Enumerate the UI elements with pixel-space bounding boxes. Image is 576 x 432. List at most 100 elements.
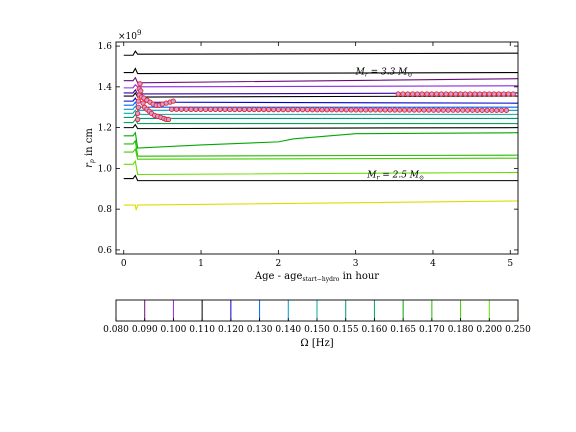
series-line-0 [123, 50, 519, 56]
marker-point-65 [338, 107, 345, 113]
marker-point-99 [503, 107, 510, 113]
marker-point-7 [138, 88, 144, 94]
y-tick-label: 1.0 [98, 164, 113, 174]
marker-point-111 [448, 91, 454, 97]
marker-point-96 [489, 107, 495, 113]
y-tick-label: 1.4 [98, 83, 113, 93]
marker-point-55 [290, 106, 296, 113]
marker-point-74 [382, 107, 388, 113]
series-line-4 [123, 88, 519, 95]
series-line-9 [123, 109, 518, 115]
marker-point-109 [438, 91, 444, 97]
marker-layer [134, 81, 516, 123]
marker-point-29 [170, 98, 176, 104]
marker-point-113 [457, 91, 464, 97]
marker-point-82 [421, 107, 427, 113]
colorbar-tick-label: 0.080 [103, 325, 129, 335]
marker-point-32 [178, 106, 185, 112]
main-plot-frame [115, 41, 519, 255]
marker-point-86 [440, 107, 446, 113]
marker-point-104 [414, 91, 420, 97]
series-line-13 [123, 131, 519, 149]
marker-point-47 [251, 106, 257, 113]
marker-point-87 [445, 107, 451, 113]
marker-point-56 [295, 107, 301, 113]
marker-point-62 [324, 107, 330, 113]
marker-point-107 [429, 91, 435, 97]
series-line-1 [123, 67, 519, 75]
colorbar-tick-label: 0.250 [505, 325, 531, 335]
marker-point-36 [198, 106, 204, 113]
marker-point-41 [222, 106, 228, 113]
series-line-3 [123, 84, 519, 89]
mass-annotation-1: Mr = 2.5 M⊙ [366, 171, 424, 182]
series-line-2 [123, 76, 519, 84]
series-line-16 [123, 159, 519, 176]
colorbar-tick-label: 0.165 [390, 325, 416, 335]
marker-point-123 [505, 91, 512, 97]
series-layer [123, 50, 519, 211]
marker-point-45 [241, 106, 248, 113]
marker-point-118 [481, 91, 488, 97]
series-line-15 [123, 147, 519, 160]
series-line-17 [123, 174, 518, 182]
marker-point-0 [134, 116, 141, 123]
marker-point-72 [372, 107, 379, 113]
marker-point-31 [173, 106, 180, 112]
marker-point-71 [367, 107, 374, 113]
series-line-18 [123, 200, 519, 211]
x-axis-ticks: 0 1 2 3 4 5 [121, 42, 513, 269]
series-line-11 [123, 118, 518, 125]
marker-point-33 [183, 106, 189, 112]
marker-point-64 [333, 107, 340, 113]
marker-point-84 [430, 107, 437, 113]
y-tick-label: 1.6 [98, 42, 113, 52]
marker-point-34 [188, 106, 194, 112]
marker-point-58 [304, 107, 311, 113]
colorbar-tick-label: 0.110 [189, 325, 215, 335]
x-tick-label: 1 [198, 259, 204, 269]
annotations: Mr = 3.3 M⊙ Mr = 2.5 M⊙ [355, 68, 424, 182]
colorbar-tick-label: 0.100 [161, 325, 187, 335]
marker-point-89 [455, 107, 461, 113]
marker-point-81 [416, 107, 422, 113]
marker-point-68 [353, 107, 359, 113]
colorbar-tick-label: 0.140 [275, 325, 301, 335]
x-tick-label: 0 [121, 259, 127, 269]
marker-point-91 [464, 107, 471, 113]
marker-point-60 [314, 107, 320, 113]
marker-point-43 [232, 106, 238, 113]
marker-point-53 [280, 106, 286, 113]
marker-point-94 [479, 107, 485, 113]
x-tick-label: 3 [353, 259, 359, 269]
marker-point-76 [392, 107, 398, 113]
colorbar-ticks: 0.080 0.090 0.100 0.110 0.120 0.130 0.140 0.150… [103, 318, 531, 335]
marker-point-120 [491, 91, 497, 97]
marker-point-112 [453, 91, 459, 97]
x-axis-label: Age - agestart−hydro in hour [254, 271, 379, 283]
colorbar-tick-label: 0.200 [476, 325, 502, 335]
marker-point-3 [135, 98, 142, 104]
marker-point-105 [419, 91, 425, 97]
series-line-12 [123, 123, 519, 130]
marker-point-59 [309, 107, 316, 113]
marker-point-1 [134, 110, 141, 116]
marker-point-114 [462, 91, 468, 97]
x-tick-label: 2 [275, 259, 281, 269]
marker-point-90 [460, 107, 466, 113]
marker-point-121 [496, 91, 502, 97]
marker-point-119 [486, 91, 492, 97]
marker-point-30 [169, 106, 175, 112]
marker-point-51 [270, 106, 277, 113]
marker-point-97 [494, 107, 500, 113]
marker-point-46 [246, 106, 252, 113]
marker-point-100 [395, 91, 401, 97]
x-tick-label: 4 [430, 259, 436, 269]
marker-point-50 [266, 106, 272, 113]
marker-point-75 [387, 107, 393, 113]
marker-point-52 [275, 106, 282, 113]
series-line-5 [123, 91, 519, 98]
colorbar-tick-label: 0.090 [132, 325, 158, 335]
marker-point-98 [498, 107, 505, 113]
